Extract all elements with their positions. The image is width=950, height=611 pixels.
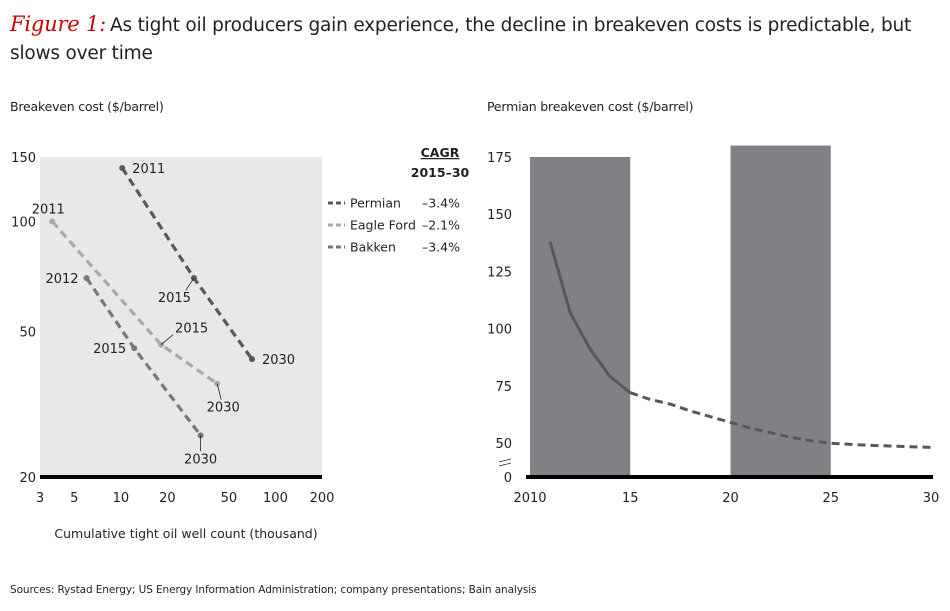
legend-cagr-value: –2.1%: [422, 218, 460, 233]
right-chart: 0 50 75 100 125 150 175 2010 15 20 25 30: [487, 145, 940, 506]
x-axis-title: Cumulative tight oil well count (thousan…: [54, 526, 317, 541]
right-chart-ylabel: Permian breakeven cost ($/barrel): [487, 99, 694, 114]
data-point: [49, 218, 56, 225]
x-tick-label: 3: [36, 491, 44, 506]
left-chart: 20 50 100 150 3 5 10 20 50 100 200 Cumulative tight…: [11, 145, 469, 541]
figure-title: Figure 1: As tight oil producers gain exp…: [10, 10, 945, 68]
legend-cagr-value: –3.4%: [422, 240, 460, 255]
data-point: [131, 345, 138, 352]
y-tick-label: 0: [504, 471, 512, 486]
data-point: [248, 356, 255, 363]
data-label: 2030: [184, 452, 217, 467]
data-point: [119, 164, 126, 171]
x-tick-label: 10: [113, 491, 130, 506]
data-label: 2015: [93, 342, 126, 357]
legend-series-name: Permian: [350, 196, 401, 211]
legend-header-period: 2015–30: [411, 165, 470, 180]
data-point: [83, 275, 90, 282]
data-label: 2011: [32, 202, 65, 217]
label-leader-line: [160, 334, 174, 346]
figure-title-text: As tight oil producers gain experience, …: [10, 15, 912, 64]
shaded-band: [530, 157, 631, 477]
legend-header-cagr: CAGR: [421, 145, 460, 160]
y-tick-label: 150: [11, 151, 36, 166]
label-leader-line: [216, 383, 222, 400]
y-tick-label: 20: [19, 471, 36, 486]
x-tick-label: 200: [310, 491, 335, 506]
y-tick-label: 50: [19, 325, 36, 340]
x-tick-label: 100: [263, 491, 288, 506]
x-tick-label: 2010: [513, 491, 546, 506]
data-label: 2012: [45, 272, 78, 287]
data-label: 2030: [262, 353, 295, 368]
plot-area: [40, 157, 322, 477]
axis-break-mark: [498, 462, 512, 467]
data-label: 2030: [207, 401, 240, 416]
series-line-permian-projected: [629, 391, 932, 449]
y-tick-label: 175: [487, 151, 512, 166]
x-tick-label: 30: [923, 491, 940, 506]
x-tick-label: 20: [722, 491, 739, 506]
source-note: Sources: Rystad Energy; US Energy Inform…: [10, 584, 537, 596]
x-tick-label: 15: [622, 491, 639, 506]
figure-label: Figure 1:: [10, 12, 107, 36]
axis-break-mark: [498, 458, 512, 463]
legend-series-name: Bakken: [350, 240, 396, 255]
data-label: 2011: [132, 162, 165, 177]
legend-series-name: Eagle Ford: [350, 218, 416, 233]
y-tick-label: 50: [495, 437, 512, 452]
y-tick-label: 75: [495, 380, 512, 395]
data-label: 2015: [175, 322, 208, 337]
y-tick-label: 125: [487, 265, 512, 280]
data-label: 2015: [158, 291, 191, 306]
y-tick-label: 150: [487, 208, 512, 223]
label-leader-line: [185, 277, 195, 291]
x-tick-label: 5: [70, 491, 78, 506]
legend-cagr-value: –3.4%: [422, 196, 460, 211]
series-line-eagle-ford: [51, 220, 219, 385]
x-tick-label: 20: [159, 491, 176, 506]
y-tick-label: 100: [11, 215, 36, 230]
x-tick-label: 50: [221, 491, 238, 506]
left-chart-ylabel: Breakeven cost ($/barrel): [10, 99, 164, 114]
series-line-permian-actual: [548, 241, 632, 394]
shaded-band: [730, 145, 831, 477]
y-tick-label: 100: [487, 323, 512, 338]
x-tick-label: 25: [822, 491, 839, 506]
